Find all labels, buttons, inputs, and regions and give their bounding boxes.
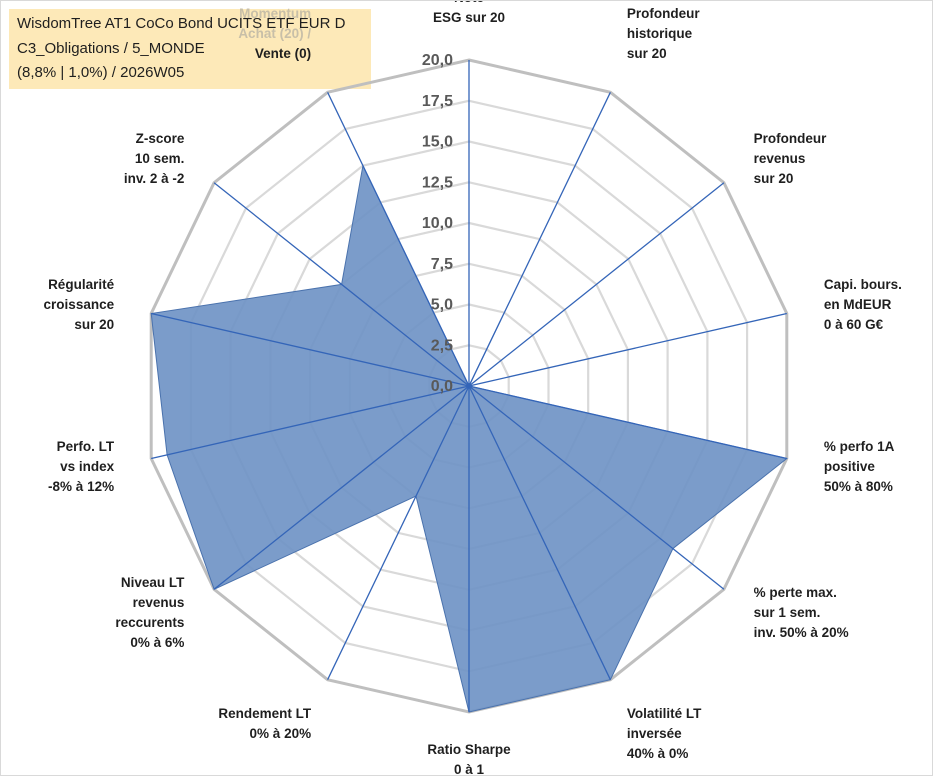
axis-label: Momentum Achat (20) / Vente (0) (238, 6, 311, 61)
axis-spoke (151, 385, 470, 460)
radial-tick-label: 17,5 (422, 93, 453, 110)
axis-label-line: 0% à 6% (130, 635, 184, 650)
axis-label: Niveau LT revenus reccurents 0% à 6% (115, 575, 185, 650)
axis-label-line: inv. 50% à 20% (754, 625, 849, 640)
axis-label-line: Z-score (136, 131, 185, 146)
axis-spoke (327, 92, 470, 387)
axis-label-line: sur 20 (754, 171, 794, 186)
axis-label-line: 0 à 1 (454, 762, 485, 775)
axis-label-line: vs index (60, 459, 115, 474)
fund-info-box: WisdomTree AT1 CoCo Bond UCITS ETF EUR D… (9, 9, 371, 89)
axis-label-line: positive (824, 459, 876, 474)
axis-label: Note ESG sur 20 (433, 1, 505, 25)
axis-spoke (468, 385, 787, 460)
axis-label-line: sur 1 sem. (754, 605, 821, 620)
axis-spoke (213, 182, 470, 387)
axis-spoke (468, 182, 725, 387)
radial-tick-label: 15,0 (422, 134, 453, 151)
fund-stats: (8,8% | 1,0%) / 2026W05 (17, 64, 185, 81)
radial-tick-label: 0,0 (431, 378, 453, 395)
axis-label-line: inversée (627, 726, 682, 741)
axis-label: % perte max. sur 1 sem. inv. 50% à 20% (754, 585, 849, 640)
axis-label: Profondeur historique sur 20 (627, 6, 700, 61)
axis-label: Ratio Sharpe 0 à 1 (427, 742, 511, 775)
axis-label: Z-score 10 sem. inv. 2 à -2 (124, 131, 185, 186)
radial-tick-label: 10,0 (422, 215, 453, 232)
axis-label-line: historique (627, 26, 693, 41)
axis-label-line: % perte max. (754, 585, 837, 600)
fund-category: C3_Obligations / 5_MONDE (17, 40, 205, 57)
axis-label-line: Volatilité LT (627, 706, 702, 721)
axis-spoke (468, 385, 611, 680)
axis-label-line: ESG sur 20 (433, 10, 505, 25)
axis-label-line: Profondeur (627, 6, 700, 21)
axis-spoke (468, 92, 611, 387)
axis-spoke (468, 385, 725, 590)
axis-label-line: Momentum (239, 6, 311, 21)
axis-label-line: -8% à 12% (48, 479, 114, 494)
axis-label-line: 40% à 0% (627, 746, 689, 761)
radial-tick-label: 5,0 (431, 297, 453, 314)
axis-label-line: 0 à 60 G€ (824, 317, 884, 332)
axis-label-line: Rendement LT (218, 706, 312, 721)
axis-label-line: sur 20 (74, 317, 114, 332)
axis-label-line: 10 sem. (135, 151, 185, 166)
axis-spoke (468, 312, 787, 387)
axis-label: Profondeur revenus sur 20 (754, 131, 827, 186)
axis-spoke (213, 385, 470, 590)
axis-label-line: revenus (133, 595, 185, 610)
axis-label-line: Régularité (48, 277, 115, 292)
radial-tick-label: 7,5 (431, 256, 453, 273)
axis-label-line: Ratio Sharpe (427, 742, 511, 757)
radial-tick-label: 2,5 (431, 337, 453, 354)
radial-tick-label: 20,0 (422, 52, 453, 69)
axis-label-line: en MdEUR (824, 297, 892, 312)
axis-spoke (151, 312, 470, 387)
axis-label-line: Achat (20) / (238, 26, 311, 41)
axis-label: Capi. bours. en MdEUR 0 à 60 G€ (824, 277, 902, 332)
axis-label-line: Vente (0) (255, 46, 311, 61)
axis-label-line: inv. 2 à -2 (124, 171, 185, 186)
axis-label-line: 0% à 20% (250, 726, 312, 741)
axis-label-line: Niveau LT (121, 575, 185, 590)
axis-label-line: croissance (44, 297, 115, 312)
axis-label: Régularité croissance sur 20 (44, 277, 115, 332)
axis-label: Perfo. LT vs index -8% à 12% (48, 439, 115, 494)
axis-label: % perfo 1A positive 50% à 80% (824, 439, 895, 494)
axis-label-line: 50% à 80% (824, 479, 893, 494)
radial-tick-label: 12,5 (422, 174, 453, 191)
axis-label-line: Capi. bours. (824, 277, 902, 292)
axis-label-line: revenus (754, 151, 806, 166)
axis-label-line: Perfo. LT (57, 439, 115, 454)
axis-label: Rendement LT 0% à 20% (218, 706, 312, 741)
axis-label-line: Note (454, 1, 484, 5)
axis-label-line: Profondeur (754, 131, 827, 146)
axis-label: Volatilité LT inversée 40% à 0% (627, 706, 702, 761)
axis-label-line: sur 20 (627, 46, 667, 61)
fund-name: WisdomTree AT1 CoCo Bond UCITS ETF EUR D (17, 15, 346, 32)
axis-label-line: % perfo 1A (824, 439, 895, 454)
axis-label-line: reccurents (115, 615, 184, 630)
axis-spoke (327, 385, 470, 680)
